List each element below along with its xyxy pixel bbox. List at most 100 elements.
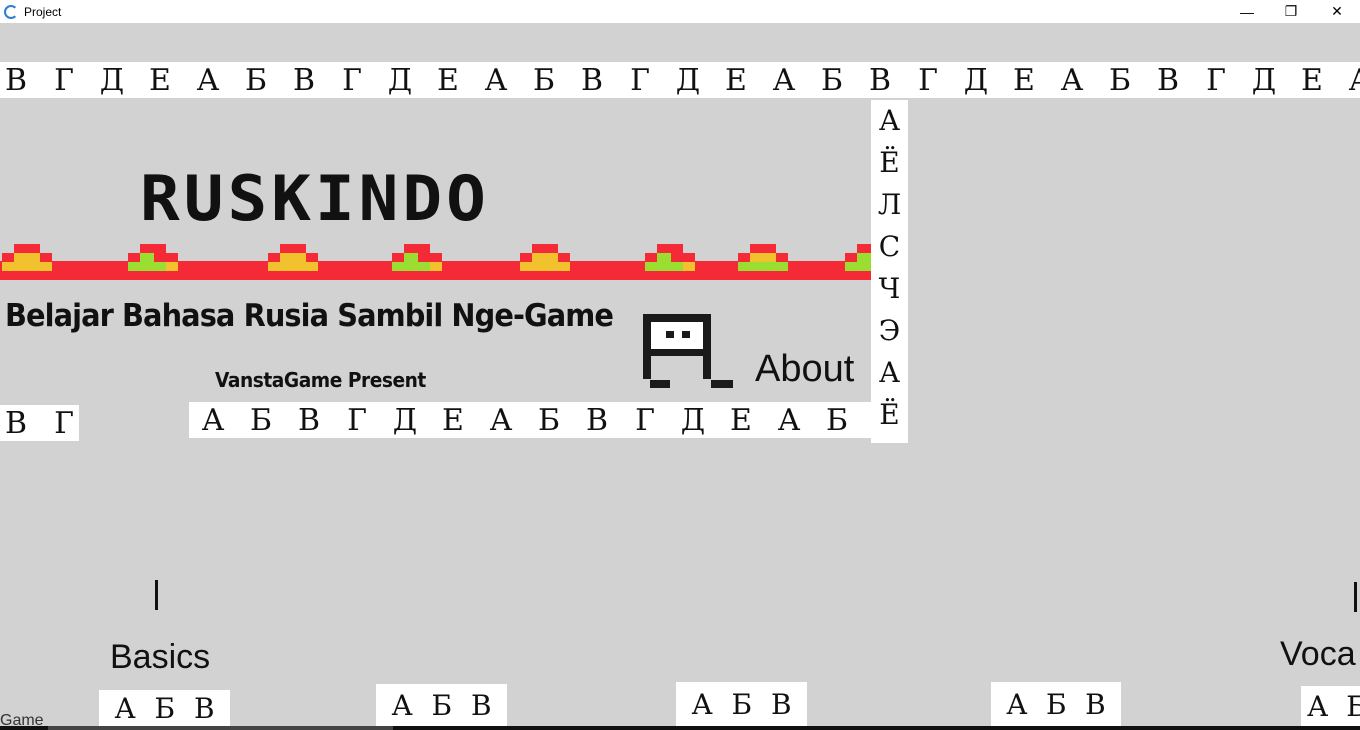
hill-pixel [154, 253, 166, 262]
hill-pixel [532, 244, 558, 253]
hill-pixel [776, 253, 788, 262]
cyrillic-letter: А [484, 62, 508, 98]
hill-pixel [520, 253, 532, 262]
cyrillic-letter: Л [871, 436, 908, 443]
cyrillic-letter: Б [244, 62, 268, 98]
cyrillic-letter: А [196, 62, 220, 98]
hill-pixel [280, 244, 306, 253]
cyrillic-letter: Е [442, 402, 464, 438]
cyrillic-letter: В [580, 62, 604, 98]
pixel-hills-decoration [0, 244, 871, 280]
hill-pixel [430, 253, 442, 262]
hill-pixel [404, 253, 430, 262]
hill-pixel [2, 262, 52, 271]
app-icon [4, 4, 18, 19]
cyrillic-letter: Д [963, 62, 989, 98]
hill-pixel [404, 244, 430, 253]
title-bar: Project [0, 0, 1360, 23]
hill-pixel [645, 262, 695, 271]
cyrillic-letter: Э [878, 314, 901, 347]
hill-pixel [532, 253, 558, 262]
hill-pixel [128, 262, 178, 271]
text-cursor [155, 580, 158, 610]
cyrillic-letter: В [861, 403, 871, 438]
cyrillic-letter: В [297, 402, 321, 438]
hill-pixel [738, 262, 788, 271]
maximize-button[interactable]: ❐ [1284, 3, 1298, 19]
hill-pixel [418, 253, 430, 262]
hill-pixel [657, 253, 683, 262]
cyrillic-letter: Е [725, 62, 747, 98]
cyrillic-letter: А [777, 402, 801, 438]
cyrillic-letter: Г [54, 62, 74, 98]
cyrillic-letter: В [292, 62, 316, 98]
hill-pixel [392, 262, 442, 271]
text-cursor [1354, 582, 1357, 612]
hill-pixel [671, 253, 683, 262]
hill-pixel [430, 262, 442, 271]
hill-pixel [738, 253, 750, 262]
cyrillic-letter: Б [825, 402, 849, 438]
cyrillic-letter: Л [877, 188, 902, 221]
hill-pixel [657, 244, 683, 253]
hill-pixel [857, 244, 871, 253]
cyrillic-letter: Е [730, 402, 752, 438]
hill-pixel [845, 262, 871, 271]
hill-pixel [558, 253, 570, 262]
cyrillic-letter: Г [1206, 62, 1226, 98]
game-label: Game [0, 712, 44, 729]
subtitle: Belajar Bahasa Rusia Sambil Nge-Game [5, 298, 614, 334]
hill-pixel [128, 253, 140, 262]
cyrillic-letter: Ё [879, 398, 900, 431]
robot-icon[interactable] [638, 314, 734, 392]
cyrillic-letter: А [878, 356, 901, 389]
cyrillic-letter: В [585, 402, 609, 438]
hill-pixel [14, 244, 40, 253]
cyrillic-letter: Г [342, 62, 362, 98]
window-title: Project [24, 4, 62, 19]
cyrillic-letter: Е [1301, 62, 1323, 98]
cyrillic-letter: А [489, 402, 513, 438]
vertical-letter-strip: АЁЛСЧЭАЁЛ [871, 100, 908, 443]
hill-pixel [520, 262, 570, 271]
hill-pixel [166, 253, 178, 262]
basics-button[interactable]: Basics [110, 638, 211, 676]
vocabulary-button[interactable]: Voca [1280, 635, 1356, 673]
hill-pixel [306, 253, 318, 262]
cyrillic-letter: А [201, 402, 225, 438]
cyrillic-letter: Б [249, 402, 273, 438]
cyrillic-letter: В [1156, 62, 1180, 98]
cyrillic-letter: Г [630, 62, 650, 98]
top-letter-strip: ВГДЕАБВГДЕАБВГДЕАБВГДЕАБВГДЕАБ [0, 62, 1360, 98]
cyrillic-letter: Д [1251, 62, 1277, 98]
hill-pixel [40, 253, 52, 262]
about-button[interactable]: About [755, 348, 855, 390]
cyrillic-letter: Д [387, 62, 413, 98]
close-button[interactable]: ✕ [1331, 3, 1343, 19]
cyrillic-letter: Д [680, 402, 706, 438]
cyrillic-letter: Ё [879, 146, 900, 179]
cyrillic-letter: А [878, 104, 901, 137]
cyrillic-letter: Г [918, 62, 938, 98]
cyrillic-letter: Е [149, 62, 171, 98]
hill-pixel [268, 253, 280, 262]
hill-pixel [750, 253, 776, 262]
game-logo: RUSKINDO [140, 161, 490, 236]
hill-pixel [140, 244, 166, 253]
cyrillic-letter: Д [675, 62, 701, 98]
minimize-button[interactable]: — [1240, 3, 1254, 20]
hill-pixel [14, 253, 40, 262]
bottom-bar [0, 726, 1360, 730]
hill-pixel [683, 262, 695, 271]
hill-pixel [166, 262, 178, 271]
cyrillic-letter: Ч [878, 272, 901, 305]
cyrillic-letter: Д [99, 62, 125, 98]
cyrillic-letter: А [772, 62, 796, 98]
hill-pixel [857, 253, 871, 262]
